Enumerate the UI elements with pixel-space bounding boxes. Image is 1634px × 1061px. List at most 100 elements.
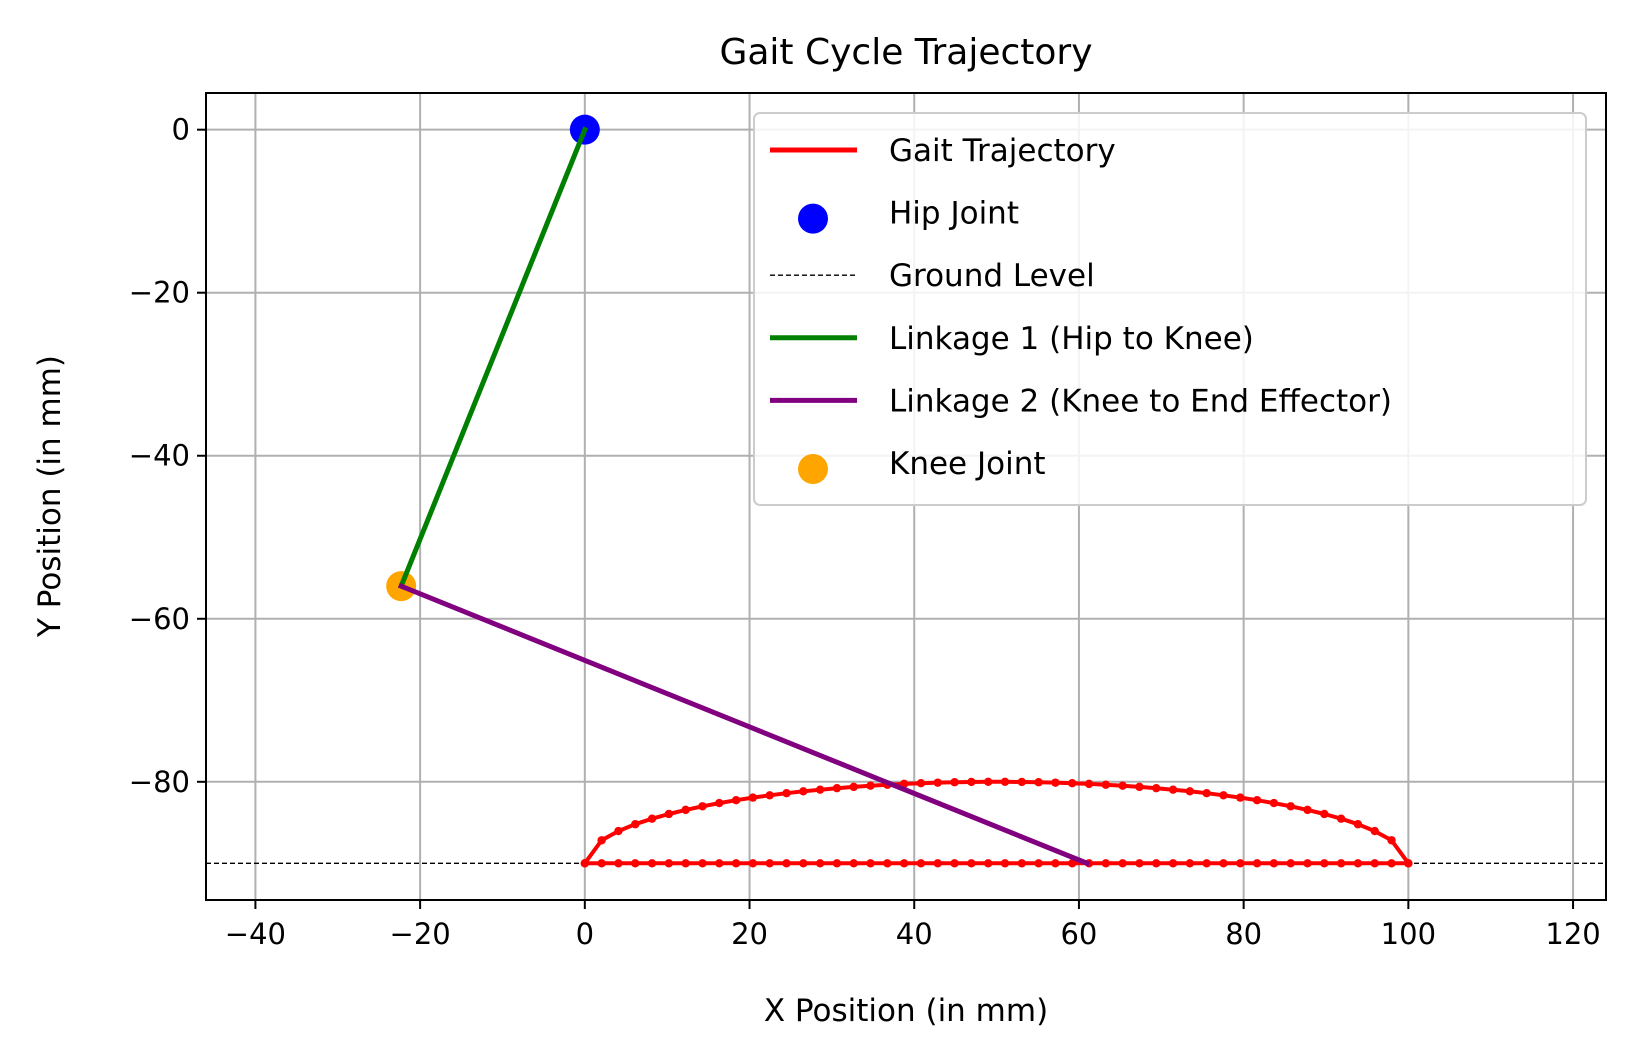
y-axis-ticks: 0 −20 −40 −60 −80 — [129, 113, 206, 799]
gait-point — [1101, 859, 1111, 868]
gait-point — [1051, 859, 1060, 868]
gait-point — [631, 820, 640, 829]
legend-swatch — [798, 454, 828, 484]
gait-point — [849, 782, 858, 792]
gait-point — [933, 778, 942, 787]
gait-point — [664, 859, 674, 868]
legend-swatch — [798, 203, 828, 234]
gait-point — [916, 859, 926, 868]
gait-point — [983, 859, 993, 868]
legend-label: Knee Joint — [889, 446, 1046, 482]
gait-point — [1152, 783, 1161, 793]
x-tick-label: 0 — [576, 917, 594, 951]
gait-point — [849, 859, 858, 868]
legend-label: Ground Level — [889, 258, 1095, 294]
gait-point — [1034, 859, 1043, 868]
chart-title: Gait Cycle Trajectory — [719, 32, 1092, 73]
gait-point — [950, 859, 959, 868]
plot-frame — [205, 92, 1607, 901]
gait-point — [1336, 859, 1346, 868]
gait-point — [748, 859, 758, 868]
y-axis-label: Y Position (in mm) — [32, 355, 68, 638]
gait-point — [866, 859, 875, 868]
x-tick-label: 100 — [1381, 917, 1436, 951]
gait-point — [715, 798, 724, 808]
gait-point — [815, 785, 825, 794]
gait-point — [1353, 859, 1363, 868]
gait-point — [1017, 859, 1026, 868]
gait-point — [765, 791, 774, 800]
gait-point — [899, 859, 909, 868]
gait-point — [731, 795, 741, 805]
gait-point — [799, 859, 808, 868]
x-tick-label: 80 — [1225, 917, 1262, 951]
y-tick-label: −80 — [129, 765, 190, 799]
gait-point — [1269, 798, 1279, 808]
y-tick-label: −20 — [129, 276, 190, 310]
gait-point — [1286, 802, 1295, 811]
legend-label: Gait Trajectory — [889, 133, 1116, 169]
gait-point — [1252, 795, 1262, 805]
gait-point — [1000, 777, 1010, 787]
x-tick-label: 120 — [1545, 917, 1600, 951]
gait-point — [1219, 791, 1228, 800]
legend-item: Knee Joint — [798, 446, 1046, 484]
gait-point — [1017, 777, 1026, 787]
gait-point — [1118, 781, 1127, 790]
gait-point — [1236, 793, 1245, 802]
linkage-2-line — [397, 582, 1091, 867]
gait-point — [1068, 859, 1077, 868]
legend-label: Linkage 1 (Hip to Knee) — [889, 321, 1254, 357]
x-tick-label: 40 — [896, 917, 933, 951]
gait-point — [1034, 778, 1043, 787]
gait-point — [866, 781, 875, 790]
gait-point — [1202, 789, 1211, 798]
legend-item: Ground Level — [770, 258, 1095, 294]
gait-point — [815, 859, 825, 868]
gait-point — [1219, 859, 1228, 868]
gait-point — [1152, 859, 1161, 868]
legend-box — [753, 112, 1587, 506]
gait-point — [580, 859, 590, 868]
gait-point — [933, 859, 942, 868]
gait-point — [950, 778, 959, 787]
gait-point — [1404, 859, 1413, 868]
gait-point — [983, 777, 993, 787]
gait-point — [1303, 859, 1312, 868]
gait-point — [1101, 780, 1111, 789]
gait-point — [832, 783, 842, 793]
gait-point — [1168, 859, 1178, 868]
gait-point — [782, 789, 791, 798]
gait-point — [715, 859, 724, 868]
gait-point — [967, 777, 976, 787]
legend-item: Linkage 1 (Hip to Knee) — [770, 321, 1254, 357]
gait-point — [782, 859, 791, 868]
gait-point — [1068, 778, 1077, 788]
gait-point — [698, 802, 707, 811]
gait-point — [1320, 809, 1329, 819]
gait-point — [614, 859, 623, 868]
gait-point — [597, 859, 606, 868]
gait-point — [681, 859, 690, 868]
gait-point — [1084, 779, 1094, 789]
gait-point — [597, 836, 606, 845]
x-axis-ticks: −40 −20 0 20 40 60 80 100 120 — [225, 900, 1601, 951]
gait-point — [832, 859, 842, 868]
gait-point — [1185, 859, 1195, 868]
gait-point — [1135, 782, 1144, 792]
gait-point — [1370, 826, 1379, 836]
gait-point — [681, 805, 690, 815]
gait-point — [1303, 805, 1312, 815]
gait-trajectory-series — [580, 777, 1413, 868]
gait-point — [1000, 859, 1010, 868]
gait-point — [1118, 859, 1127, 868]
gait-point — [748, 793, 758, 802]
gait-point — [967, 859, 976, 868]
gait-point — [1336, 814, 1346, 823]
legend-item: Hip Joint — [798, 196, 1019, 234]
legend: Gait Trajectory Hip Joint Ground Level Link… — [753, 112, 1587, 506]
x-axis-label: X Position (in mm) — [764, 993, 1048, 1029]
gait-point — [698, 859, 707, 868]
gait-point — [883, 859, 892, 868]
y-tick-label: 0 — [172, 113, 190, 147]
